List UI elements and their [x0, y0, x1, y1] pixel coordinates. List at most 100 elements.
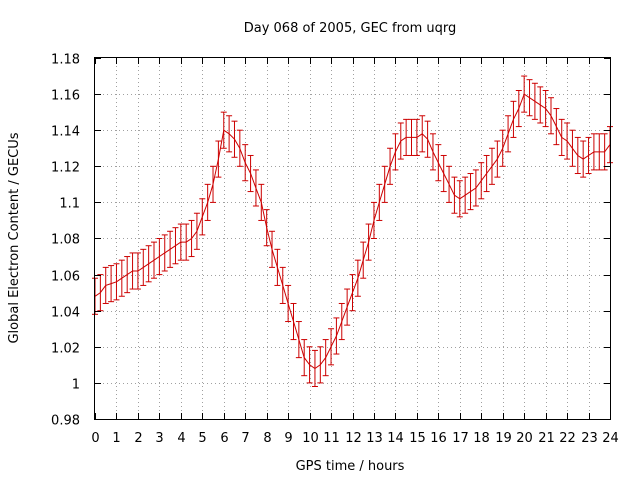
error-bar [97, 274, 104, 312]
y-tick-label: 1.06 [51, 270, 80, 285]
error-bar [408, 118, 415, 156]
chart-title: Day 068 of 2005, GEC from uqrg [244, 21, 457, 36]
error-bar [488, 147, 495, 185]
x-axis-label: GPS time / hours [296, 459, 405, 474]
error-bar [108, 265, 115, 303]
error-bar [124, 256, 131, 294]
error-bar [585, 136, 592, 175]
error-bar [365, 223, 372, 261]
error-bar [338, 302, 345, 341]
error-bar [274, 248, 281, 286]
error-bar [129, 252, 136, 290]
error-bar [499, 129, 506, 167]
error-bar [167, 230, 174, 268]
error-bar [177, 223, 184, 261]
error-bar [193, 212, 200, 250]
y-tick-label: 1.02 [51, 342, 80, 357]
x-tick-label: 13 [366, 431, 383, 446]
error-bar [145, 245, 152, 283]
error-bar [521, 75, 528, 113]
error-bar [392, 133, 399, 171]
error-bar [301, 339, 308, 377]
error-bar [151, 241, 158, 279]
x-tick-label: 11 [323, 431, 340, 446]
error-bar [505, 115, 512, 153]
error-bar [531, 82, 538, 120]
error-bar [295, 321, 302, 359]
error-bar [183, 223, 190, 261]
error-bar [419, 115, 426, 153]
series-0 [92, 75, 613, 388]
error-bar [515, 89, 522, 128]
x-tick-label: 4 [177, 431, 185, 446]
x-tick-label: 14 [387, 431, 404, 446]
error-bar [601, 133, 608, 171]
error-bar [258, 183, 265, 221]
x-tick-label: 15 [409, 431, 426, 446]
error-bar [462, 176, 469, 214]
x-tick-label: 8 [263, 431, 271, 446]
y-tick-label: 1.1 [59, 197, 80, 212]
error-bar [376, 183, 383, 221]
error-bar [451, 176, 458, 214]
x-tick-label: 7 [241, 431, 249, 446]
plot-frame [94, 57, 611, 420]
error-bar [236, 129, 243, 167]
error-bar [102, 266, 109, 304]
x-tick-label: 6 [220, 431, 228, 446]
y-tick-label: 1.12 [51, 161, 80, 176]
ticks-layer [95, 58, 611, 420]
x-tick-label: 16 [430, 431, 447, 446]
error-bar [510, 100, 517, 138]
error-bar [306, 346, 313, 384]
x-tick-label: 18 [473, 431, 490, 446]
error-bar [381, 165, 388, 203]
x-tick-label: 17 [452, 431, 469, 446]
series-layer [92, 75, 613, 388]
error-bar [542, 89, 549, 128]
error-bar [252, 169, 259, 207]
x-tick-label: 3 [155, 431, 163, 446]
error-bar [564, 122, 571, 160]
x-tick-label: 9 [284, 431, 292, 446]
error-bar [494, 140, 501, 178]
grid-layer [95, 58, 610, 419]
error-bar [134, 252, 141, 290]
error-bar [242, 144, 249, 182]
y-tick-label: 0.98 [51, 414, 80, 429]
y-tick-label: 1.18 [51, 53, 80, 68]
x-tick-label: 20 [516, 431, 533, 446]
error-bar [558, 118, 565, 156]
x-tick-label: 21 [538, 431, 555, 446]
y-tick-label: 1.04 [51, 306, 80, 321]
error-bar [590, 133, 597, 171]
error-bar [440, 154, 447, 193]
error-bar [333, 317, 340, 355]
error-bar [199, 198, 206, 236]
x-tick-label: 2 [134, 431, 142, 446]
x-tick-label: 10 [302, 431, 319, 446]
error-bar [285, 284, 292, 323]
error-bar [596, 133, 603, 171]
error-bar [370, 201, 377, 239]
error-bar [247, 154, 254, 193]
x-tick-label: 12 [345, 431, 362, 446]
error-bar [344, 288, 351, 326]
error-bar [472, 169, 479, 207]
y-tick-label: 1.16 [51, 89, 80, 104]
error-bar [161, 234, 168, 272]
error-bar [118, 259, 125, 297]
error-bar [397, 122, 404, 160]
y-tick-label: 1 [72, 378, 80, 393]
error-bar [188, 219, 195, 258]
error-bar [311, 349, 318, 388]
error-bar [478, 162, 485, 200]
error-bar [328, 328, 335, 366]
error-bar [204, 183, 211, 221]
labels-layer: 0 1 2 3 4 5 6 7 8 9 10 11 12 13 14 15 16 17 18 19 20 21 22 23 24… [51, 53, 619, 447]
x-tick-label: 0 [91, 431, 99, 446]
error-bar [317, 346, 324, 384]
error-bar [156, 238, 163, 276]
